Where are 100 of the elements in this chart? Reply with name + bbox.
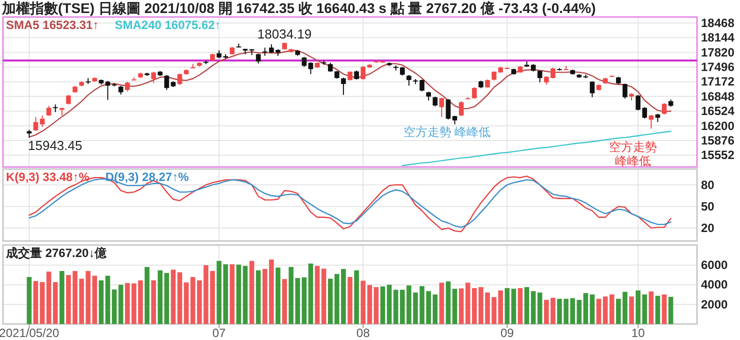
series-label: K(9,3) 33.48↑%	[6, 170, 90, 184]
y-tick-label: 80	[701, 178, 715, 192]
bar	[609, 294, 614, 324]
bar	[144, 266, 150, 324]
y-tick-label: 17172	[701, 74, 735, 89]
y-tick-label: 6000	[701, 258, 728, 272]
candlestick	[341, 77, 346, 96]
bar	[26, 276, 32, 324]
candlestick	[177, 73, 182, 86]
bar	[374, 287, 379, 324]
bar	[170, 270, 176, 324]
series-label: D(9,3) 28.27↑%	[105, 170, 190, 184]
bar	[230, 264, 235, 324]
series-label: 成交量 2767.20↓億	[5, 246, 108, 260]
candlestick	[302, 56, 307, 68]
text: SMA5 16523.31↑	[6, 18, 99, 32]
bar	[256, 270, 261, 324]
y-tick-label: 50	[701, 199, 715, 214]
y-tick-label: 16200	[701, 118, 735, 133]
bar	[151, 280, 156, 324]
bar	[282, 279, 287, 324]
x-tick-label: 10	[631, 326, 646, 340]
bar	[249, 260, 254, 324]
bar	[590, 294, 595, 324]
candlestick	[151, 71, 156, 84]
bar	[236, 264, 242, 324]
bar	[184, 282, 189, 324]
candlestick	[105, 80, 110, 100]
y-tick-label: 4000	[701, 278, 728, 292]
x-tick-label: 07	[212, 326, 226, 340]
y-tick-label: 18144	[701, 30, 735, 45]
bar	[511, 288, 516, 324]
bar	[629, 296, 634, 324]
annotation: 空方走勢峰峰低	[609, 140, 657, 168]
bar	[276, 268, 280, 324]
candlestick	[590, 80, 595, 98]
bar	[92, 276, 98, 324]
bar	[321, 268, 326, 324]
y-tick-label: 2000	[701, 297, 728, 312]
candlestick	[439, 97, 444, 118]
bar	[60, 271, 64, 324]
bar	[105, 276, 110, 324]
candlestick	[662, 102, 667, 115]
bar	[439, 282, 444, 324]
bar	[40, 282, 45, 324]
candlestick	[40, 114, 45, 128]
bar	[393, 290, 398, 324]
bar	[596, 298, 602, 324]
bar	[314, 266, 320, 324]
candlestick	[328, 62, 333, 72]
y-tick-label: 15552	[701, 148, 735, 162]
y-tick-label: 18468	[701, 16, 735, 30]
bar	[655, 296, 660, 324]
bar	[354, 270, 359, 324]
bar	[602, 296, 608, 324]
bar	[524, 287, 530, 324]
bar	[46, 272, 52, 324]
candlestick	[33, 116, 38, 132]
bar	[504, 288, 510, 324]
bar	[662, 294, 667, 324]
annotation: 空方走勢 峰峰低	[403, 125, 491, 139]
annotation: 15943.45	[28, 138, 82, 153]
annotation: 18034.19	[257, 26, 312, 42]
bar	[348, 276, 352, 324]
candlestick	[472, 86, 477, 100]
chart-title: 加權指數(TSE) 日線圖 2021/10/08 開 16742.35 收 16640.43 s 點 量 2767.20 億 -73.43 (-0.44%)	[1, 0, 596, 16]
bar	[576, 300, 582, 324]
bar	[158, 270, 163, 324]
candlestick	[354, 70, 359, 80]
x-tick-label: 09	[500, 326, 514, 340]
y-tick-label: 16848	[701, 89, 735, 104]
bar	[537, 292, 542, 324]
bar	[668, 296, 674, 324]
bar	[465, 282, 470, 324]
bar	[242, 266, 248, 324]
bar	[164, 272, 170, 324]
bar	[52, 282, 58, 324]
candlestick	[446, 98, 451, 120]
y-tick-label: 20	[701, 221, 715, 236]
bar	[118, 284, 124, 324]
candlestick	[406, 74, 412, 86]
bar	[380, 286, 386, 324]
candlestick	[622, 83, 628, 100]
bar	[446, 281, 451, 324]
y-tick-label: 15876	[701, 133, 735, 148]
y-tick-label: 16524	[701, 104, 735, 118]
candlestick	[164, 74, 170, 90]
bar	[98, 280, 104, 324]
bar	[112, 289, 117, 324]
bar	[386, 284, 392, 324]
bar	[518, 288, 523, 324]
candlestick	[458, 100, 464, 117]
bar	[33, 281, 38, 324]
candlestick	[537, 70, 542, 83]
y-tick-label: 17820	[701, 45, 735, 60]
candlestick	[124, 81, 130, 92]
bar	[458, 288, 464, 324]
bar	[177, 272, 182, 324]
bar	[308, 264, 314, 324]
candlestick	[46, 105, 52, 116]
